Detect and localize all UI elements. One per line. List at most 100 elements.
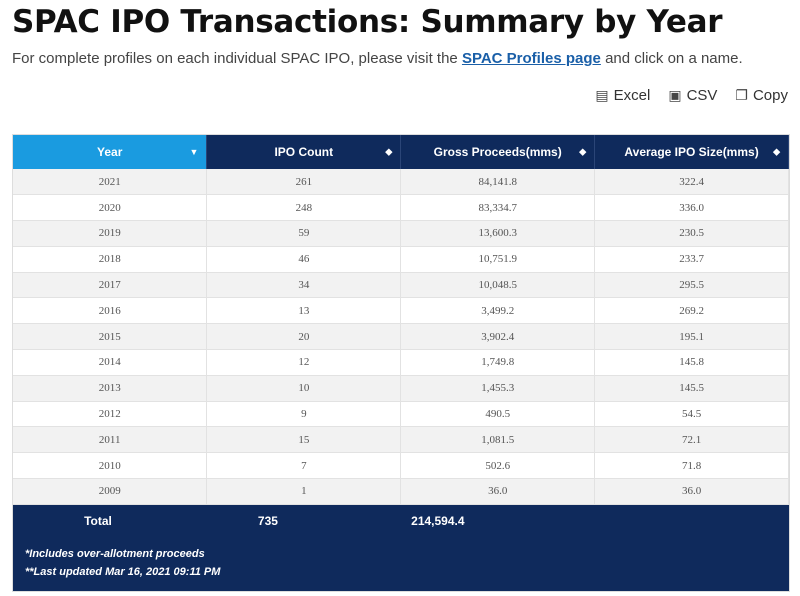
sort-icon: ◆ [773, 146, 780, 157]
cell-gross-proceeds: 502.6 [400, 452, 596, 480]
cell-gross-proceeds: 13,600.3 [400, 220, 596, 247]
page-title: SPAC IPO Transactions: Summary by Year [12, 4, 723, 40]
table-row: 2019 59 13,600.3 230.5 [13, 220, 789, 247]
column-header-gross-proceeds[interactable]: Gross Proceeds(mms) ◆ [400, 135, 596, 169]
cell-average-size: 72.1 [594, 426, 789, 454]
cell-average-size: 269.2 [594, 297, 789, 325]
cell-gross-proceeds: 1,081.5 [400, 426, 596, 454]
column-header-label: Gross Proceeds(mms) [433, 145, 562, 159]
csv-icon: ▣ [668, 87, 682, 103]
cell-gross-proceeds: 10,751.9 [400, 246, 596, 273]
table-row: 2009 1 36.0 36.0 [13, 478, 789, 505]
column-header-ipo-count[interactable]: IPO Count ◆ [206, 135, 402, 169]
table-footer: Total 735 214,594.4 *Includes over-allot… [13, 504, 789, 591]
cell-year: 2020 [13, 194, 208, 222]
cell-average-size: 336.0 [594, 194, 789, 222]
cell-average-size: 295.5 [594, 272, 789, 299]
cell-year: 2016 [13, 297, 208, 325]
cell-year: 2014 [13, 349, 208, 376]
cell-ipo-count: 34 [206, 272, 402, 299]
cell-gross-proceeds: 3,902.4 [400, 323, 596, 351]
table-row: 2014 12 1,749.8 145.8 [13, 349, 789, 376]
cell-average-size: 233.7 [594, 246, 789, 273]
cell-year: 2019 [13, 220, 208, 247]
excel-button[interactable]: ▤ Excel [595, 87, 650, 104]
cell-year: 2009 [13, 478, 208, 505]
cell-gross-proceeds: 36.0 [400, 478, 596, 505]
excel-icon: ▤ [595, 87, 609, 103]
cell-year: 2012 [13, 401, 208, 428]
table-row: 2015 20 3,902.4 195.1 [13, 323, 789, 351]
intro-after: and click on a name. [605, 50, 743, 67]
table-row: 2020 248 83,334.7 336.0 [13, 194, 789, 222]
total-gross-proceeds: 214,594.4 [411, 513, 465, 528]
cell-average-size: 145.8 [594, 349, 789, 376]
table-row: 2010 7 502.6 71.8 [13, 452, 789, 480]
column-header-label: Average IPO Size(mms) [624, 145, 759, 159]
cell-average-size: 230.5 [594, 220, 789, 247]
cell-ipo-count: 12 [206, 349, 402, 376]
cell-gross-proceeds: 84,141.8 [400, 169, 596, 196]
cell-year: 2021 [13, 169, 208, 196]
cell-ipo-count: 1 [206, 478, 402, 505]
cell-ipo-count: 46 [206, 246, 402, 273]
intro-before: For complete profiles on each individual… [12, 50, 458, 67]
cell-average-size: 71.8 [594, 452, 789, 480]
footnote: **Last updated Mar 16, 2021 09:11 PM [25, 565, 221, 578]
export-toolbar: ▤ Excel ▣ CSV ❐ Copy [595, 87, 788, 104]
column-header-year[interactable]: Year ▼ [13, 135, 208, 169]
table-row: 2013 10 1,455.3 145.5 [13, 375, 789, 402]
copy-button[interactable]: ❐ Copy [735, 87, 788, 104]
excel-label: Excel [613, 87, 651, 104]
cell-ipo-count: 261 [206, 169, 402, 196]
cell-ipo-count: 7 [206, 452, 402, 480]
cell-ipo-count: 9 [206, 401, 402, 428]
cell-year: 2010 [13, 452, 208, 480]
cell-gross-proceeds: 490.5 [400, 401, 596, 428]
cell-ipo-count: 10 [206, 375, 402, 402]
cell-average-size: 54.5 [594, 401, 789, 428]
cell-ipo-count: 20 [206, 323, 402, 351]
cell-gross-proceeds: 3,499.2 [400, 297, 596, 325]
cell-year: 2018 [13, 246, 208, 273]
table-row: 2018 46 10,751.9 233.7 [13, 246, 789, 273]
csv-button[interactable]: ▣ CSV [668, 87, 717, 104]
table-row: 2017 34 10,048.5 295.5 [13, 272, 789, 299]
table-row: 2021 261 84,141.8 322.4 [13, 169, 789, 196]
cell-ipo-count: 13 [206, 297, 402, 325]
total-row: Total 735 214,594.4 [13, 505, 789, 537]
cell-year: 2011 [13, 426, 208, 454]
cell-ipo-count: 248 [206, 194, 402, 222]
column-header-average-ipo-size[interactable]: Average IPO Size(mms) ◆ [594, 135, 789, 169]
table-row: 2012 9 490.5 54.5 [13, 401, 789, 428]
cell-year: 2017 [13, 272, 208, 299]
cell-gross-proceeds: 10,048.5 [400, 272, 596, 299]
summary-table: Year ▼ IPO Count ◆ Gross Proceeds(mms) ◆… [12, 134, 790, 592]
cell-gross-proceeds: 1,455.3 [400, 375, 596, 402]
column-header-label: Year [97, 145, 123, 159]
table-body: 2021 261 84,141.8 322.4 2020 248 83,334.7 336.… [13, 169, 789, 505]
footnote: *Includes over-allotment proceeds [25, 547, 205, 560]
intro-text: For complete profiles on each individual… [12, 50, 743, 67]
cell-average-size: 36.0 [594, 478, 789, 505]
sort-desc-icon: ▼ [189, 147, 199, 157]
cell-year: 2013 [13, 375, 208, 402]
sort-icon: ◆ [385, 146, 393, 157]
column-header-label: IPO Count [274, 145, 334, 159]
copy-icon: ❐ [735, 87, 748, 103]
csv-label: CSV [686, 87, 718, 104]
cell-average-size: 195.1 [594, 323, 789, 351]
cell-ipo-count: 15 [206, 426, 402, 454]
cell-year: 2015 [13, 323, 208, 351]
footnotes: *Includes over-allotment proceeds **Last… [13, 537, 789, 591]
copy-label: Copy [752, 87, 788, 104]
total-label: Total [84, 513, 112, 528]
cell-gross-proceeds: 83,334.7 [400, 194, 596, 222]
cell-average-size: 145.5 [594, 375, 789, 402]
table-row: 2011 15 1,081.5 72.1 [13, 426, 789, 454]
cell-ipo-count: 59 [206, 220, 402, 247]
spac-profiles-link[interactable]: SPAC Profiles page [461, 50, 601, 67]
sort-icon: ◆ [579, 146, 587, 157]
cell-average-size: 322.4 [594, 169, 789, 196]
table-row: 2016 13 3,499.2 269.2 [13, 297, 789, 325]
